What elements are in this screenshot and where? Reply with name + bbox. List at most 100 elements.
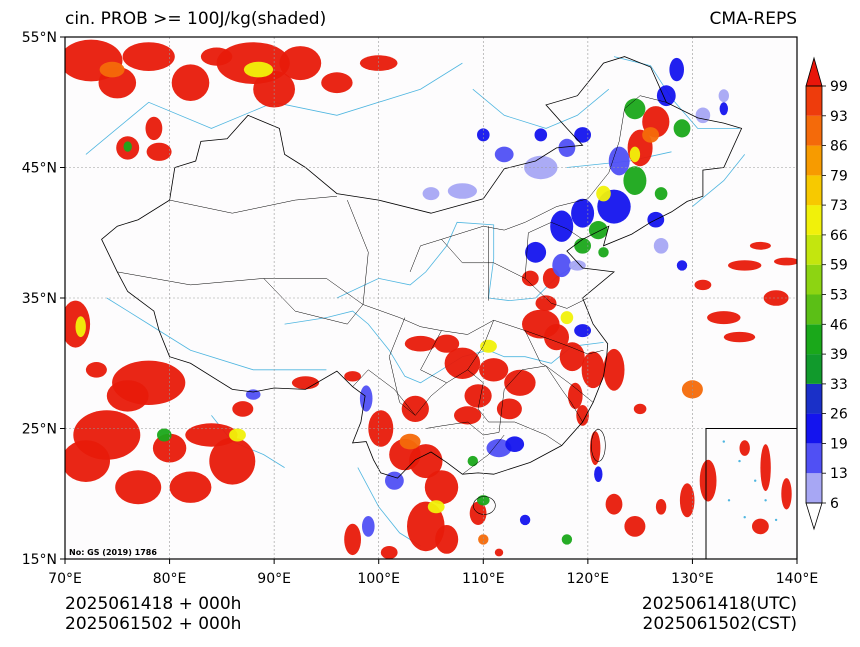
lat-tick-label: 25°N xyxy=(22,422,57,438)
colorbar-segment xyxy=(806,145,822,176)
probability-patch xyxy=(559,342,585,372)
probability-patch xyxy=(781,478,792,510)
probability-patch xyxy=(535,295,557,312)
probability-patch xyxy=(368,410,394,447)
probability-patch xyxy=(122,42,175,71)
probability-patch xyxy=(279,46,322,81)
probability-patch xyxy=(477,495,490,506)
probability-patch xyxy=(679,483,695,518)
province-boundary xyxy=(425,421,500,436)
probability-patch xyxy=(65,440,110,482)
lon-tick-label: 120°E xyxy=(567,571,610,587)
inset-island xyxy=(743,516,746,519)
probability-patch xyxy=(654,187,668,201)
lon-tick-label: 110°E xyxy=(462,571,505,587)
colorbar-label: 73 xyxy=(830,198,848,214)
colorbar-label: 53 xyxy=(830,288,848,304)
lon-tick-label: 90°E xyxy=(257,571,291,587)
province-boundary xyxy=(409,239,589,309)
probability-patch xyxy=(486,439,512,458)
colorbar-label: 39 xyxy=(830,347,848,363)
probability-patch xyxy=(480,339,497,353)
probability-patch xyxy=(85,362,107,378)
river xyxy=(284,310,604,384)
probability-patch xyxy=(752,518,769,535)
probability-patch xyxy=(380,546,398,559)
province-boundary xyxy=(462,434,505,475)
probability-patch xyxy=(719,102,728,116)
province-boundary xyxy=(524,222,583,279)
probability-patch xyxy=(568,382,583,409)
colorbar-label: 86 xyxy=(830,139,848,155)
graticule xyxy=(65,37,797,559)
init-time-block: 2025061418 + 000h 2025061502 + 000h xyxy=(65,594,241,634)
probability-patch xyxy=(521,270,539,287)
colorbar-segment xyxy=(806,443,822,474)
probability-patch xyxy=(669,57,684,82)
probability-patch xyxy=(608,146,630,176)
map-content xyxy=(65,37,797,559)
probability-patch xyxy=(534,128,548,142)
lon-tick-label: 140°E xyxy=(776,571,819,587)
probability-patch xyxy=(494,548,504,557)
probability-patch xyxy=(478,534,489,545)
probability-patch xyxy=(544,324,569,351)
probability-patch xyxy=(623,166,647,196)
lat-tick-label: 15°N xyxy=(22,552,57,568)
taiwan-island xyxy=(591,429,606,462)
probability-patch xyxy=(588,221,608,240)
colorbar-label: 19 xyxy=(830,436,848,452)
probability-patch xyxy=(676,260,688,271)
colorbar: 6 13 19 26 33 39 46 53 59 66 73 79 86 93 99 xyxy=(805,56,848,531)
probability-patch xyxy=(581,351,605,389)
probability-patch xyxy=(574,324,591,338)
probability-patch xyxy=(552,253,572,278)
province-boundary xyxy=(545,365,594,403)
probability-patch xyxy=(454,406,482,425)
probability-patch xyxy=(560,311,574,325)
lat-tick-label: 45°N xyxy=(22,161,57,177)
colorbar-label: 6 xyxy=(830,496,839,512)
colorbar-segment xyxy=(806,324,822,355)
probability-patch xyxy=(407,501,445,552)
probability-patch xyxy=(519,514,531,526)
probability-patch xyxy=(629,146,641,163)
probability-patch xyxy=(695,107,711,124)
colorbar-segment xyxy=(806,175,822,206)
probability-patch xyxy=(624,516,646,537)
probability-patch xyxy=(291,376,320,390)
probability-patch xyxy=(494,146,514,163)
lat-tick-label: 55°N xyxy=(22,30,57,46)
probability-patch xyxy=(718,89,729,103)
probability-patch xyxy=(359,55,398,71)
probability-patch xyxy=(115,470,162,505)
probability-patch xyxy=(728,260,762,271)
probability-patch xyxy=(655,499,667,515)
inset-island xyxy=(738,459,741,463)
probability-patch xyxy=(707,311,741,325)
probability-patch xyxy=(146,142,172,161)
probability-patch xyxy=(739,440,750,456)
province-boundaries xyxy=(101,56,743,515)
colorbar-label: 79 xyxy=(830,168,848,184)
probability-patch xyxy=(558,138,576,157)
inset-island xyxy=(722,440,725,443)
probability-patch xyxy=(598,247,609,258)
colorbar-low-extend xyxy=(805,502,823,531)
valid-cst: 2025061502(CST) xyxy=(642,614,797,634)
probability-patch xyxy=(550,210,574,242)
colorbar-segment xyxy=(806,86,822,116)
colorbar-high-extend xyxy=(805,56,823,87)
probability-patch xyxy=(427,500,445,514)
colorbar-label: 66 xyxy=(830,228,848,244)
latitude-axis: 15°N 25°N 35°N 45°N 55°N xyxy=(22,30,65,568)
inset-island xyxy=(774,518,778,522)
probability-patch xyxy=(99,61,125,78)
probability-patch xyxy=(574,127,591,143)
init-cst: 2025061502 + 000h xyxy=(65,614,242,634)
colorbar-label: 33 xyxy=(830,377,848,393)
south-china-sea-inset xyxy=(705,428,797,559)
colorbar-segment xyxy=(806,264,822,295)
colorbar-segment xyxy=(806,413,822,444)
